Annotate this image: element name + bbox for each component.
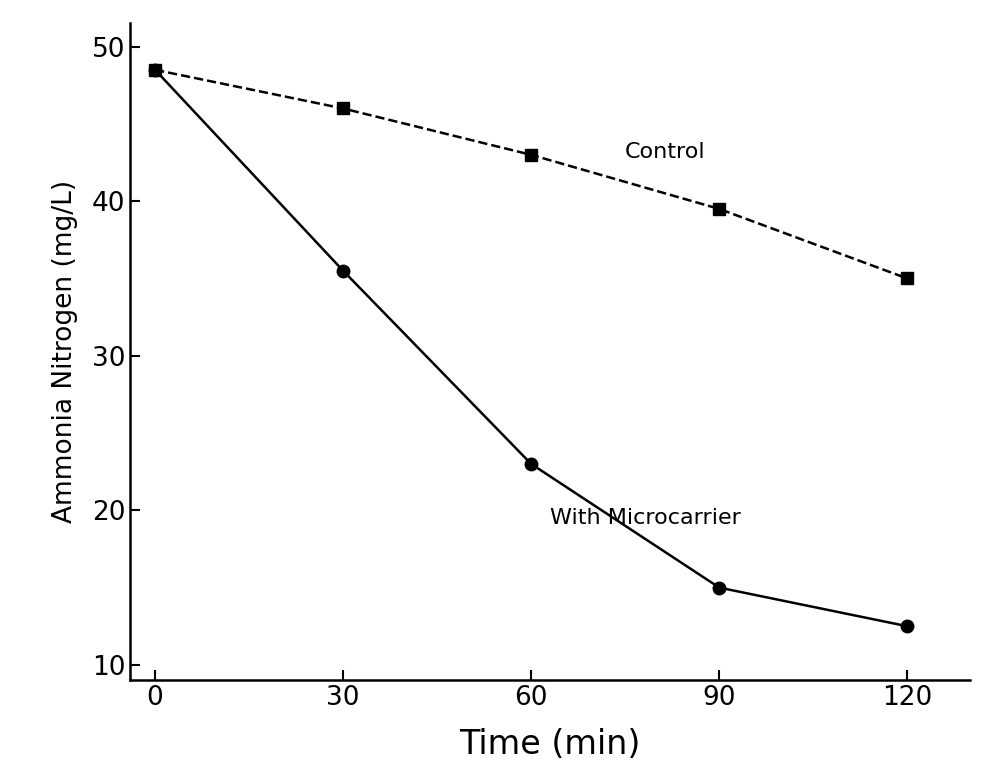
Text: With Microcarrier: With Microcarrier [550, 508, 741, 528]
X-axis label: Time (min): Time (min) [459, 728, 641, 761]
Text: Control: Control [625, 142, 706, 162]
Y-axis label: Ammonia Nitrogen (mg/L): Ammonia Nitrogen (mg/L) [52, 181, 78, 523]
